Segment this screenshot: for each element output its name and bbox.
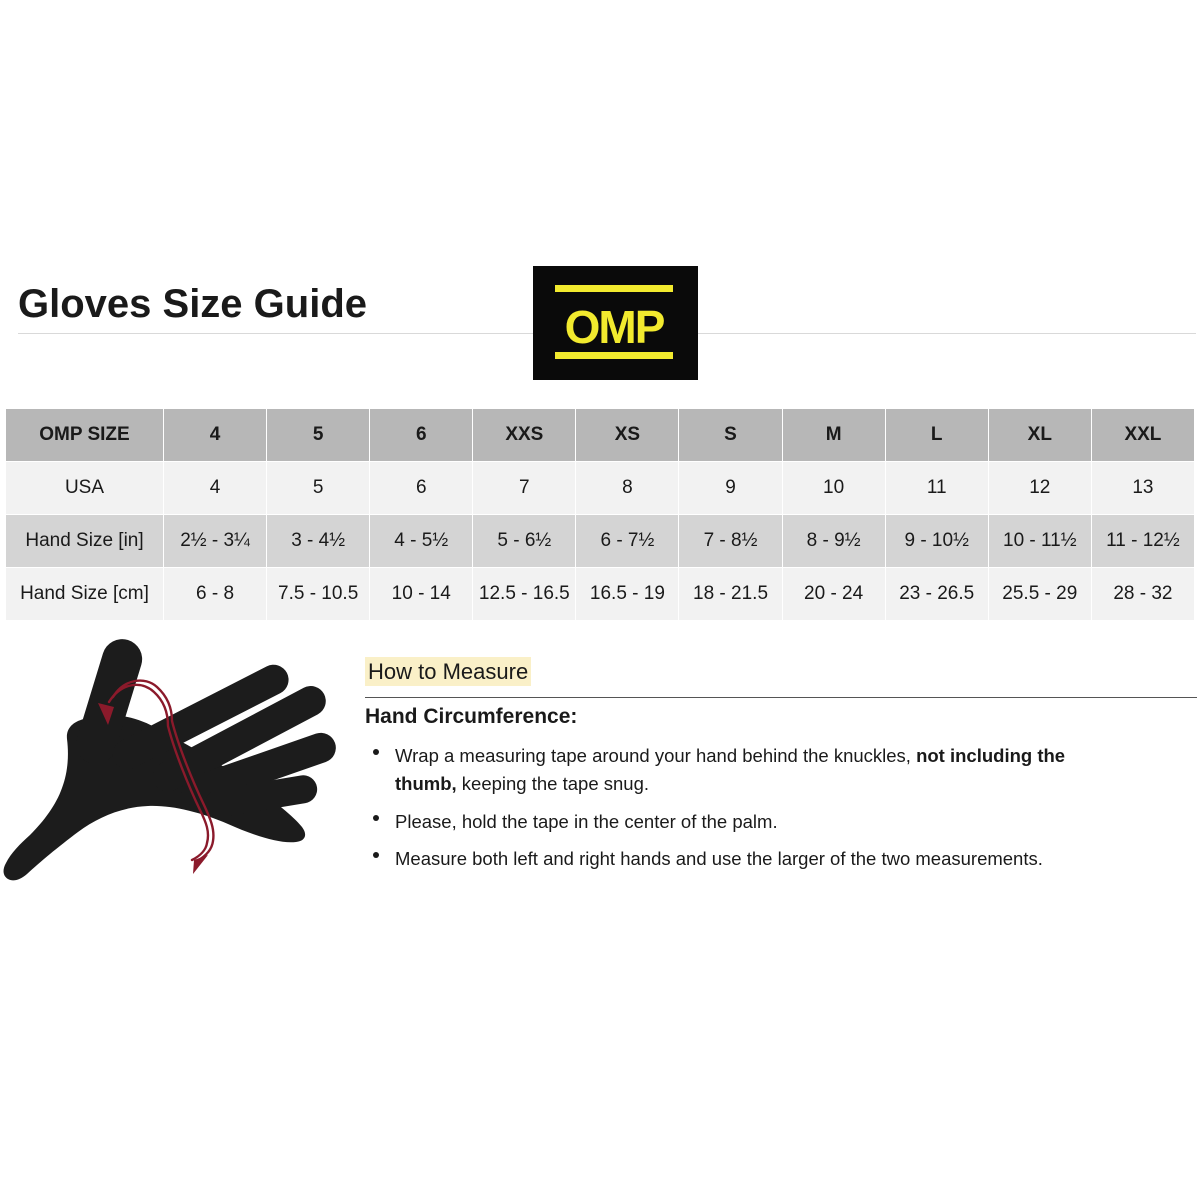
svg-text:OMP: OMP	[565, 301, 665, 353]
